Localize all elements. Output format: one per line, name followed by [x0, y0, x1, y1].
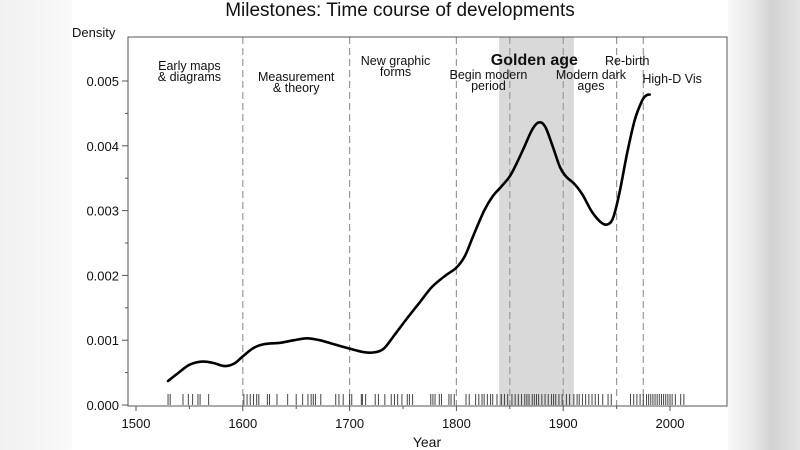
- era-annotation: Begin modern period: [450, 68, 528, 93]
- x-tick-label: 1700: [335, 416, 364, 431]
- left-background-margin: [0, 0, 72, 450]
- era-annotation: Early maps & diagrams: [158, 59, 221, 84]
- plot-frame: [127, 36, 728, 407]
- era-annotation: New graphic forms: [361, 54, 430, 79]
- era-annotation: Golden age: [491, 52, 578, 69]
- right-background-margin: [728, 0, 800, 450]
- milestone-rug-marks: [167, 394, 685, 405]
- y-tick-label: 0.003: [86, 204, 119, 219]
- x-axis-label: Year: [413, 434, 442, 450]
- era-annotation: Measurement & theory: [258, 70, 335, 95]
- era-annotation: High-D Vis: [642, 72, 702, 86]
- x-tick-label: 1800: [442, 416, 471, 431]
- x-tick-label: 2000: [656, 416, 685, 431]
- y-tick-label: 0.000: [86, 398, 119, 413]
- x-axis: 1500 1600 1700 1800 1900 2000: [122, 406, 685, 431]
- y-tick-label: 0.002: [86, 268, 119, 283]
- era-annotation: Re-birth: [605, 54, 650, 68]
- y-axis-label: Density: [72, 25, 116, 40]
- shaded-band: [499, 37, 574, 406]
- y-tick-label: 0.004: [86, 139, 119, 154]
- y-tick-label: 0.001: [86, 333, 119, 348]
- golden-age-shaded-region: [499, 37, 574, 406]
- x-tick-label: 1900: [549, 416, 578, 431]
- y-tick-label: 0.005: [86, 74, 119, 89]
- y-axis: 0.000 0.001 0.002 0.003 0.004 0.005: [86, 74, 128, 413]
- chart-title: Milestones: Time course of developments: [225, 0, 575, 21]
- density-curve: [166, 93, 651, 383]
- x-tick-label: 1500: [122, 416, 151, 431]
- era-annotation: Modern dark ages: [556, 68, 627, 93]
- era-annotations: Early maps & diagrams Measurement & theory N…: [158, 52, 702, 95]
- x-tick-label: 1600: [228, 416, 257, 431]
